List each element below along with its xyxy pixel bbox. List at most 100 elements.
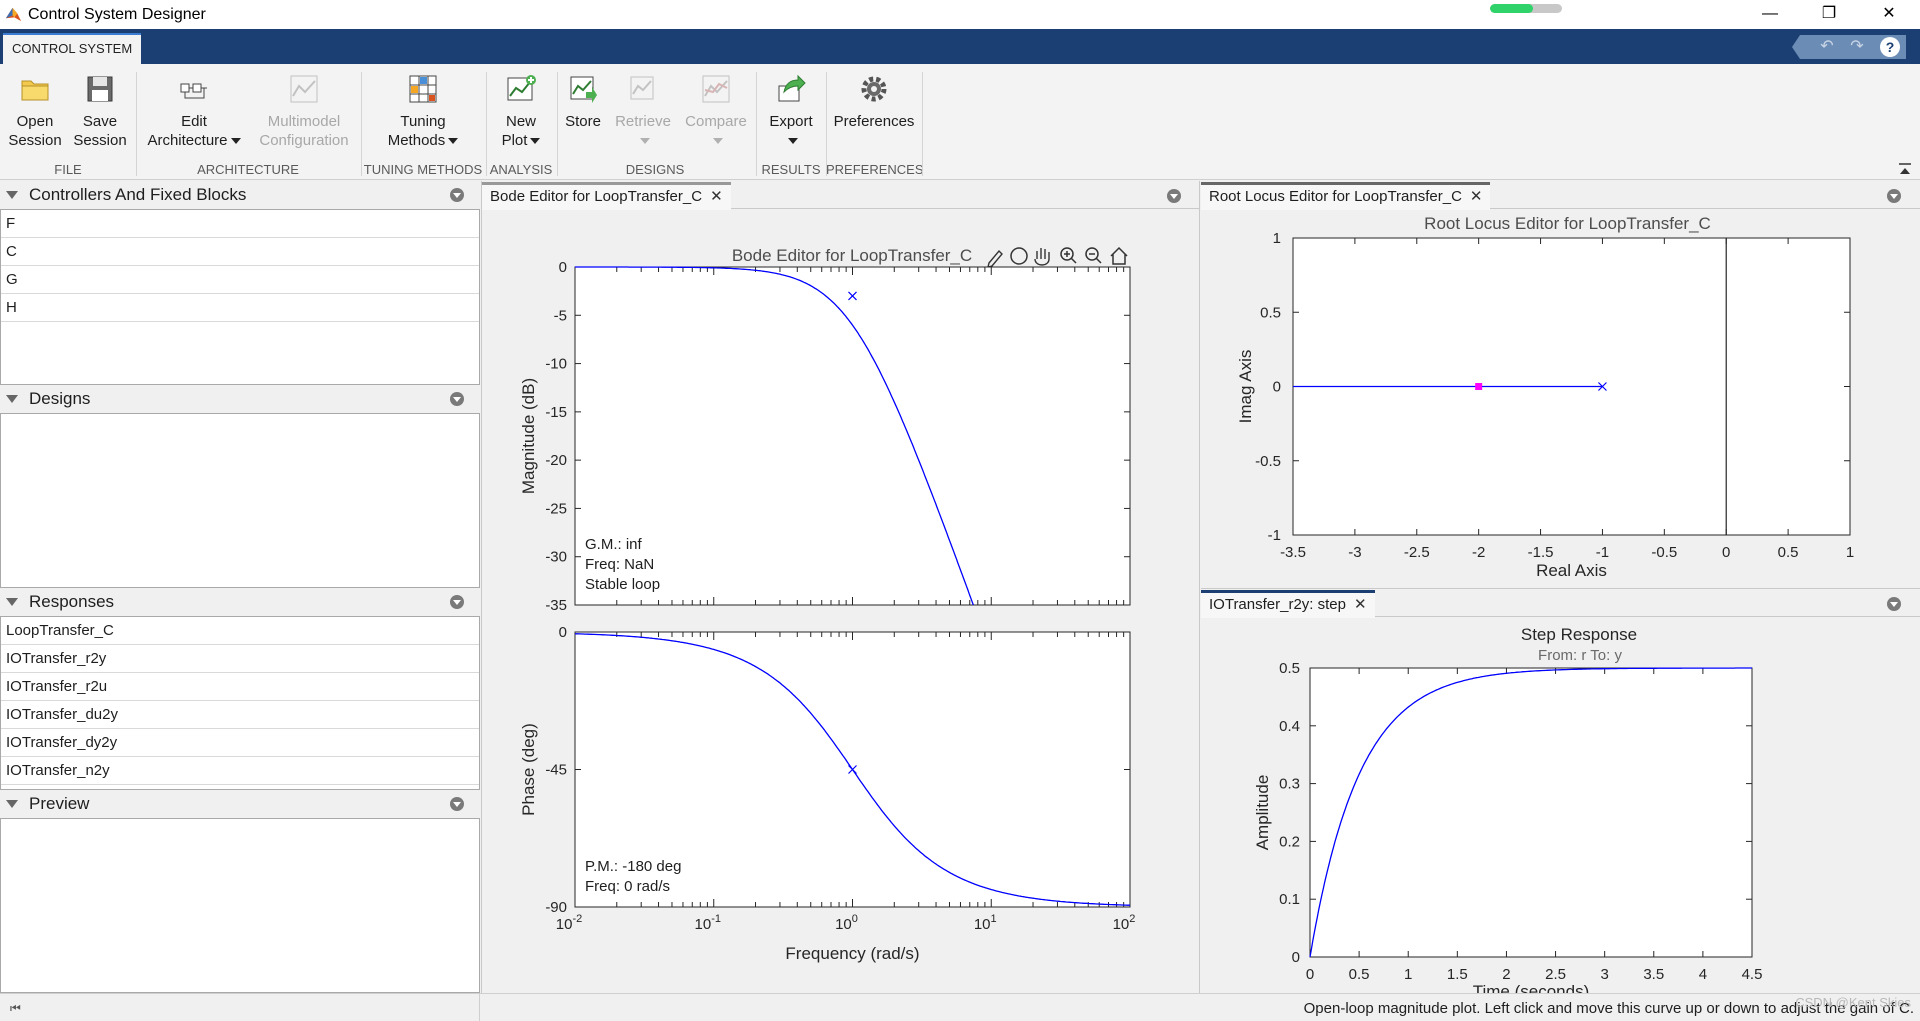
tick-base: 10 <box>974 916 991 933</box>
x-tick-label: -2 <box>1472 544 1485 561</box>
preview-area <box>0 818 480 993</box>
restore-button[interactable]: ❐ <box>1821 5 1837 22</box>
ribbon-separator <box>756 72 757 176</box>
stability-annotation: Freq: NaN <box>585 556 654 573</box>
tuning-methods-button[interactable]: Tuning Methods <box>366 72 480 150</box>
store-button[interactable]: Store <box>560 72 606 131</box>
controller-row[interactable]: G <box>1 266 479 294</box>
tab-control-system[interactable]: CONTROL SYSTEM <box>3 33 142 64</box>
save-session-button[interactable]: Save Session <box>70 72 130 150</box>
x-tick-label: 4 <box>1699 966 1707 983</box>
chevron-down-icon[interactable] <box>530 138 541 145</box>
open-session-button[interactable]: Open Session <box>6 72 64 150</box>
collapse-ribbon-icon[interactable] <box>1898 162 1912 176</box>
minimize-button[interactable]: — <box>1762 5 1778 22</box>
window-title: Control System Designer <box>28 6 206 23</box>
phase-axis-label: Phase (deg) <box>519 723 538 816</box>
new-plot-label-2: Plot <box>501 132 528 149</box>
close-icon[interactable]: ✕ <box>1354 596 1367 613</box>
x-tick-label: 3.5 <box>1643 966 1664 983</box>
response-row[interactable]: IOTransfer_du2y <box>1 701 479 729</box>
chevron-down-icon[interactable] <box>448 138 459 145</box>
document-options-icon[interactable] <box>1167 189 1181 203</box>
y-tick-label: 0 <box>1273 379 1281 396</box>
matlab-logo-icon <box>5 7 22 22</box>
y-tick-label: 0.1 <box>1279 891 1300 908</box>
zoom-out-glass-icon <box>1089 253 1102 264</box>
chevron-down-icon[interactable] <box>230 138 241 145</box>
preferences-button[interactable]: Preferences <box>830 72 918 131</box>
panel-options-icon[interactable] <box>450 595 464 609</box>
compare-button: Compare <box>682 72 750 150</box>
responses-panel-header[interactable]: Responses <box>0 588 480 616</box>
preview-panel-header[interactable]: Preview <box>0 790 480 818</box>
new-plot-button[interactable]: New Plot <box>490 72 552 150</box>
gear-icon <box>861 76 887 102</box>
x-tick-label: 1 <box>1404 966 1412 983</box>
stability-annotation: Stable loop <box>585 576 660 593</box>
root-locus-plot[interactable]: Root Locus Editor for LoopTransfer_C -3.5… <box>1201 211 1920 587</box>
document-options-icon[interactable] <box>1887 189 1901 203</box>
redo-icon[interactable]: ↷ <box>1850 38 1864 55</box>
floppy-disk-icon <box>87 76 113 102</box>
bode-tab-label: Bode Editor for LoopTransfer_C <box>490 188 703 205</box>
step-tab-label: IOTransfer_r2y: step <box>1209 596 1346 613</box>
x-axis-label: Time (seconds) <box>1473 982 1590 994</box>
ribbon-separator <box>826 72 827 176</box>
store-design-icon <box>570 76 597 103</box>
collapse-triangle-icon[interactable] <box>6 395 18 403</box>
multimodel-label-1: Multimodel <box>267 113 341 130</box>
rlocus-tab-bar: Root Locus Editor for LoopTransfer_C ✕ <box>1201 181 1920 210</box>
zoom-in-icon <box>1060 247 1074 261</box>
panel-options-icon[interactable] <box>450 797 464 811</box>
architecture-diagram-icon <box>180 83 207 99</box>
tab-bode-editor[interactable]: Bode Editor for LoopTransfer_C ✕ <box>482 182 731 210</box>
undo-icon[interactable]: ↶ <box>1820 38 1834 55</box>
designs-panel-header[interactable]: Designs <box>0 385 480 413</box>
tab-root-locus-editor[interactable]: Root Locus Editor for LoopTransfer_C ✕ <box>1201 182 1491 210</box>
tab-step-response[interactable]: IOTransfer_r2y: step ✕ <box>1201 590 1375 618</box>
step-response-plot[interactable]: Step Response From: r To: y 0 0.5 1 1.5 2 2.5 3 3… <box>1201 619 1920 994</box>
controllers-panel-header[interactable]: Controllers And Fixed Blocks <box>0 181 480 209</box>
y-tick-label: 0 <box>1292 949 1300 966</box>
response-row[interactable]: IOTransfer_r2u <box>1 673 479 701</box>
panel-options-icon[interactable] <box>450 188 464 202</box>
close-icon[interactable]: ✕ <box>1469 188 1483 205</box>
response-row[interactable]: IOTransfer_n2y <box>1 757 479 785</box>
magnitude-curve <box>575 266 974 606</box>
response-row[interactable]: IOTransfer_dy2y <box>1 729 479 757</box>
collapse-triangle-icon[interactable] <box>6 800 18 808</box>
edit-architecture-button[interactable]: Edit Architecture <box>142 72 246 150</box>
scroll-to-start-icon[interactable]: ⏮ <box>10 1001 21 1015</box>
export-button[interactable]: Export <box>760 72 822 150</box>
controller-row[interactable]: H <box>1 294 479 322</box>
chevron-down-icon[interactable] <box>787 138 798 145</box>
step-subtitle: From: r To: y <box>1538 647 1622 664</box>
controller-row[interactable]: F <box>1 210 479 238</box>
close-button[interactable]: ✕ <box>1882 5 1896 22</box>
collapse-triangle-icon[interactable] <box>6 191 18 199</box>
x-tick-label: 2 <box>1502 966 1510 983</box>
response-row[interactable]: IOTransfer_r2y <box>1 645 479 673</box>
controller-row[interactable]: C <box>1 238 479 266</box>
y-tick-label: 0 <box>559 624 567 641</box>
x-tick-label: 4.5 <box>1742 966 1763 983</box>
y-tick-label: -10 <box>545 356 567 373</box>
retrieve-button: Retrieve <box>612 72 674 150</box>
bode-plot[interactable]: Bode Editor for LoopTransfer_C10-2 10-1 10… <box>482 211 1201 993</box>
ribbon-separator <box>557 72 558 176</box>
tuning-methods-label-1: Tuning <box>400 113 446 130</box>
document-options-icon[interactable] <box>1887 597 1901 611</box>
response-row[interactable]: LoopTransfer_C <box>1 617 479 645</box>
x-tick-label: 102 <box>1113 913 1136 933</box>
ribbon-separator <box>486 72 487 176</box>
preferences-label: Preferences <box>833 113 915 130</box>
collapse-triangle-icon[interactable] <box>6 598 18 606</box>
phase-margin-annotation: P.M.: -180 deg <box>585 858 681 875</box>
pan-icon <box>1034 248 1050 266</box>
panel-options-icon[interactable] <box>450 392 464 406</box>
section-architecture: ARCHITECTURE <box>197 162 299 177</box>
close-icon[interactable]: ✕ <box>710 188 723 205</box>
help-icon[interactable]: ? <box>1880 37 1900 57</box>
